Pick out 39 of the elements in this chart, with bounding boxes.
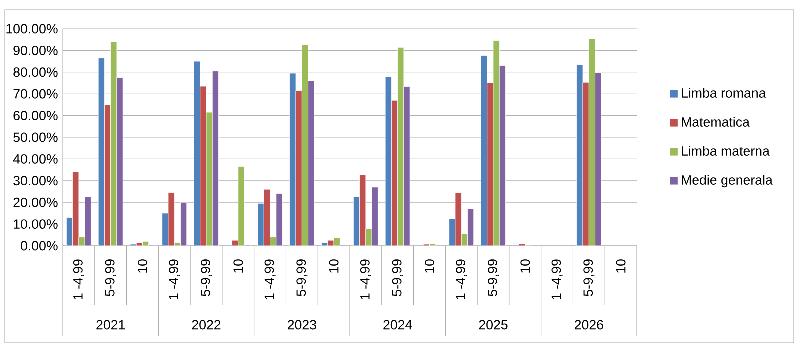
x-tick-label: 5-9,99	[105, 260, 116, 296]
y-tick-label: 40.00%	[13, 154, 58, 164]
text: 2023	[288, 320, 316, 330]
x-tick-label: 1 -4,99	[456, 260, 468, 300]
y-tick-label: 0.00%	[21, 241, 58, 251]
y-tick-label: 70.00%	[14, 89, 58, 99]
text: 2024	[384, 320, 412, 330]
text: 2025	[479, 320, 508, 330]
x-tick-label: 10	[616, 260, 626, 273]
y-tick-label: 50.00%	[14, 132, 58, 142]
text: 2026	[575, 320, 604, 330]
legend-label: Limba romana	[682, 88, 766, 98]
x-tick-label: 5-9,99	[584, 260, 595, 296]
x-tick-label: 5-9,99	[488, 260, 500, 296]
y-tick-label: 20.00%	[14, 198, 58, 208]
y-tick-label: 90.00%	[14, 46, 58, 56]
text: 2022	[192, 320, 221, 330]
legend-label: Limba materna	[682, 146, 770, 156]
y-tick-label: 60.00%	[14, 111, 58, 121]
x-tick-label: 1 -4,99	[264, 260, 276, 300]
x-tick-label: 10	[520, 260, 530, 273]
x-tick-label: 5-9,99	[392, 260, 404, 296]
text: 2021	[96, 320, 126, 330]
y-tick-label: 100.00%	[6, 24, 58, 34]
x-tick-label: 1 -4,99	[360, 260, 372, 300]
x-tick-label: 1 -4,99	[169, 260, 180, 300]
x-tick-label: 10	[234, 260, 244, 273]
x-tick-label: 10	[425, 260, 434, 273]
x-tick-label: 1 -4,99	[552, 260, 563, 300]
legend-label: Medie generala	[682, 175, 773, 188]
legend-label: Matematica	[682, 117, 750, 127]
x-tick-label: 5-9,99	[201, 260, 212, 296]
y-tick-label: 30.00%	[14, 176, 58, 186]
x-tick-label: 10	[138, 260, 148, 273]
x-tick-label: 5-9,99	[296, 260, 308, 296]
x-tick-label: 1 -4,99	[73, 260, 84, 300]
x-tick-label: 10	[329, 260, 339, 273]
y-tick-label: 10.00%	[14, 220, 58, 230]
y-tick-label: 80.00%	[14, 68, 58, 78]
